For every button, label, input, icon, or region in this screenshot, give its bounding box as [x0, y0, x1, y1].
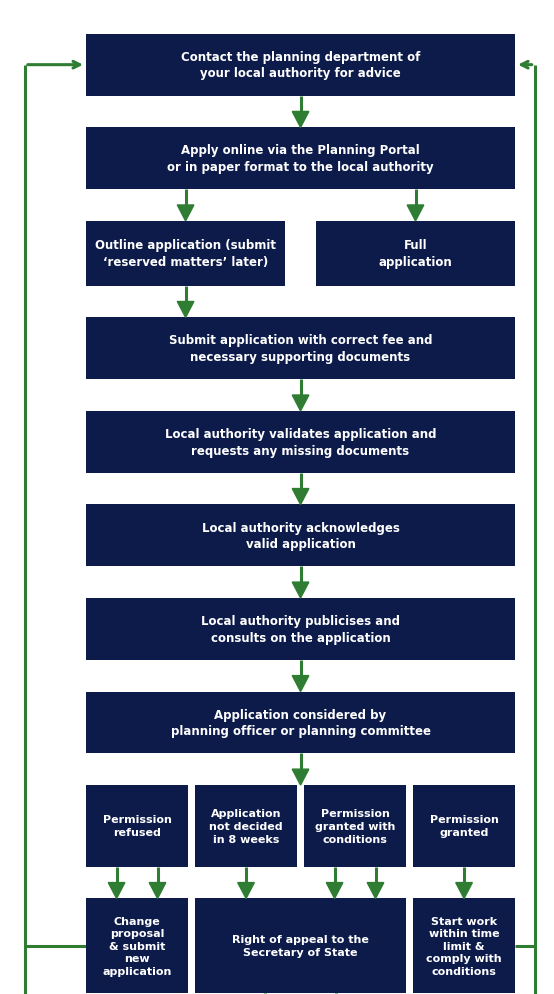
FancyBboxPatch shape [86, 222, 285, 286]
FancyBboxPatch shape [316, 222, 515, 286]
Text: Contact the planning department of
your local authority for advice: Contact the planning department of your … [181, 51, 420, 81]
FancyBboxPatch shape [195, 785, 297, 867]
Text: Submit application with correct fee and
necessary supporting documents: Submit application with correct fee and … [169, 334, 432, 364]
Polygon shape [293, 769, 309, 785]
Polygon shape [367, 883, 384, 899]
FancyBboxPatch shape [86, 598, 515, 660]
Polygon shape [293, 582, 309, 598]
Polygon shape [407, 206, 424, 222]
Text: Permission
refused: Permission refused [102, 815, 172, 837]
FancyBboxPatch shape [86, 899, 188, 993]
FancyBboxPatch shape [86, 692, 515, 753]
Text: Full
application: Full application [378, 240, 453, 268]
Text: Local authority publicises and
consults on the application: Local authority publicises and consults … [201, 614, 400, 644]
Text: Start work
within time
limit &
comply with
conditions: Start work within time limit & comply wi… [426, 916, 502, 975]
Polygon shape [456, 883, 473, 899]
FancyBboxPatch shape [86, 412, 515, 473]
FancyBboxPatch shape [304, 785, 406, 867]
FancyBboxPatch shape [86, 505, 515, 567]
Polygon shape [149, 883, 166, 899]
Polygon shape [293, 112, 309, 128]
Text: Permission
granted with
conditions: Permission granted with conditions [315, 808, 395, 844]
FancyBboxPatch shape [195, 899, 406, 993]
Polygon shape [177, 206, 194, 222]
FancyBboxPatch shape [413, 899, 515, 993]
Text: Apply online via the Planning Portal
or in paper format to the local authority: Apply online via the Planning Portal or … [167, 144, 434, 174]
FancyBboxPatch shape [86, 318, 515, 380]
Polygon shape [177, 302, 194, 318]
Text: Local authority validates application and
requests any missing documents: Local authority validates application an… [165, 427, 437, 457]
Polygon shape [293, 489, 309, 505]
Polygon shape [293, 676, 309, 692]
Text: Local authority acknowledges
valid application: Local authority acknowledges valid appli… [202, 521, 399, 551]
Polygon shape [326, 883, 343, 899]
Text: Outline application (submit
‘reserved matters’ later): Outline application (submit ‘reserved ma… [95, 240, 276, 268]
FancyBboxPatch shape [413, 785, 515, 867]
FancyBboxPatch shape [86, 128, 515, 190]
Text: Application
not decided
in 8 weeks: Application not decided in 8 weeks [209, 808, 283, 844]
Polygon shape [293, 396, 309, 412]
Polygon shape [238, 883, 254, 899]
Text: Change
proposal
& submit
new
application: Change proposal & submit new application [102, 916, 172, 975]
FancyBboxPatch shape [86, 35, 515, 96]
FancyBboxPatch shape [86, 785, 188, 867]
Text: Right of appeal to the
Secretary of State: Right of appeal to the Secretary of Stat… [232, 934, 369, 957]
Text: Permission
granted: Permission granted [429, 815, 499, 837]
Polygon shape [108, 883, 125, 899]
Text: Application considered by
planning officer or planning committee: Application considered by planning offic… [171, 708, 430, 738]
